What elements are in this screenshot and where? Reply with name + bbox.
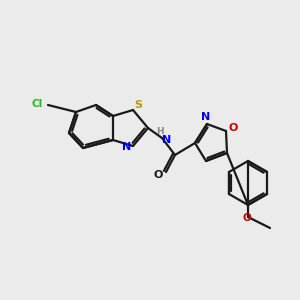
Text: H: H	[156, 127, 164, 136]
Text: S: S	[134, 100, 142, 110]
Text: O: O	[153, 170, 163, 180]
Text: N: N	[162, 135, 172, 145]
Text: N: N	[201, 112, 211, 122]
Text: O: O	[243, 213, 251, 223]
Text: O: O	[228, 123, 238, 133]
Text: N: N	[122, 142, 132, 152]
Text: Cl: Cl	[32, 99, 43, 109]
